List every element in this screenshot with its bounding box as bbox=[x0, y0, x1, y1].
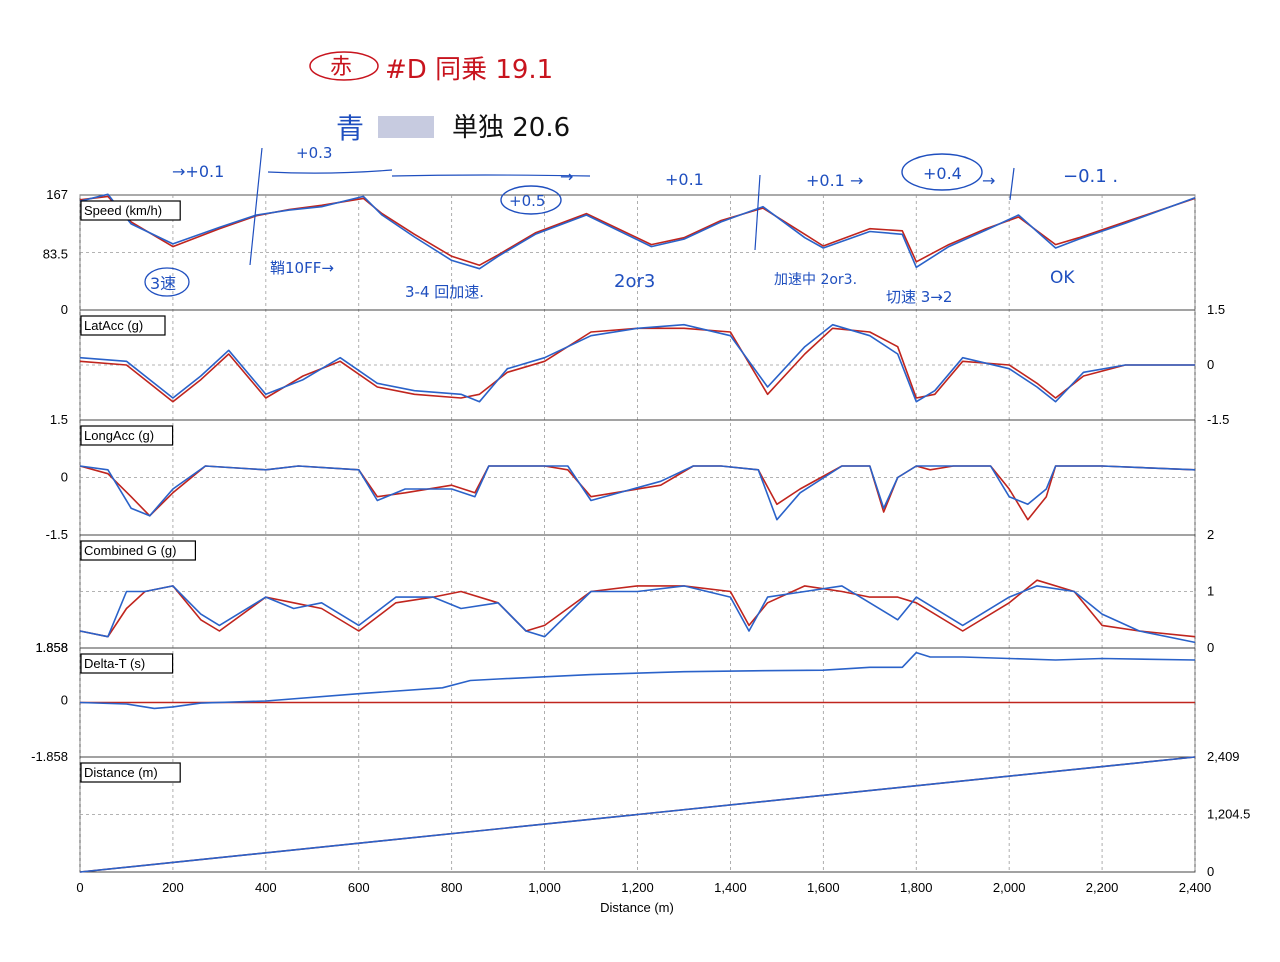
y-tick-label-right: -1.5 bbox=[1207, 412, 1229, 427]
note-2: 鞘10FF→ bbox=[270, 259, 334, 277]
blue-series-line bbox=[79, 756, 1196, 873]
panel-label: Distance (m) bbox=[84, 765, 158, 780]
delta-circle-4 bbox=[500, 185, 562, 215]
grid-layer bbox=[79, 194, 1196, 873]
blue-series-line bbox=[79, 585, 1196, 644]
blue-series-line bbox=[79, 193, 1196, 270]
y-tick-label-left: 1.858 bbox=[35, 640, 68, 655]
delta-label-4: +0.5 bbox=[509, 192, 545, 210]
panel-label-box bbox=[80, 315, 166, 336]
x-tick-label: 1,200 bbox=[621, 880, 654, 895]
delta-label-2: +0.3 bbox=[296, 144, 332, 162]
panel-label: Delta-T (s) bbox=[84, 656, 145, 671]
series-layer bbox=[79, 193, 1196, 873]
note-circle-1 bbox=[144, 267, 190, 297]
panel-label-box bbox=[80, 762, 181, 783]
x-tick-label: 600 bbox=[348, 880, 370, 895]
y-tick-label-left: 0 bbox=[61, 470, 68, 485]
x-tick-label: 1,800 bbox=[900, 880, 933, 895]
handwritten-annotations: 赤 #D 同乗 19.1 青 単独 20.6 →+0.1 +0.3 → +0.5… bbox=[144, 51, 1118, 306]
panel-label: Speed (km/h) bbox=[84, 203, 162, 218]
x-tick-label: 400 bbox=[255, 880, 277, 895]
x-tick-label: 2,400 bbox=[1179, 880, 1212, 895]
panel-label-layer: Speed (km/h) LatAcc (g) LongAcc (g) Combine… bbox=[80, 200, 197, 783]
y-tick-label-right: 1,204.5 bbox=[1207, 807, 1250, 822]
section-mark-1 bbox=[249, 147, 263, 266]
delta-label-9: −0.1 . bbox=[1063, 166, 1118, 187]
panel-label: LatAcc (g) bbox=[84, 318, 143, 333]
x-tick-label: 2,200 bbox=[1086, 880, 1119, 895]
delta-label-1: →+0.1 bbox=[172, 162, 224, 181]
y-tick-label-left: 1.5 bbox=[50, 412, 68, 427]
panel-label: LongAcc (g) bbox=[84, 428, 154, 443]
x-axis-title: Distance (m) bbox=[600, 900, 674, 915]
legend-red-tag: 赤 bbox=[330, 55, 352, 80]
legend-blue-text: 単独 20.6 bbox=[452, 113, 570, 143]
note-4: 2or3 bbox=[614, 271, 655, 292]
delta-label-5: +0.1 bbox=[665, 170, 704, 189]
x-tick-label: 200 bbox=[162, 880, 184, 895]
y-tick-label-left: 83.5 bbox=[43, 247, 68, 262]
y-tick-label-left: -1.5 bbox=[46, 527, 68, 542]
y-tick-label-left: -1.858 bbox=[31, 749, 68, 764]
y-tick-label-right: 0 bbox=[1207, 357, 1214, 372]
x-tick-label: 1,600 bbox=[807, 880, 840, 895]
x-tick-label: 0 bbox=[76, 880, 83, 895]
note-1: 3速 bbox=[150, 274, 176, 293]
y-tick-label-right: 0 bbox=[1207, 640, 1214, 655]
section-mark-3 bbox=[1009, 167, 1015, 201]
y-tick-label-right: 1 bbox=[1207, 584, 1214, 599]
red-series-line bbox=[79, 327, 1195, 403]
section-mark-2 bbox=[754, 174, 761, 251]
blue-series-line bbox=[79, 323, 1195, 403]
arrow-line-2 bbox=[391, 174, 591, 177]
note-5: 加速中 2or3. bbox=[774, 272, 857, 288]
delta-label-3: → bbox=[560, 167, 573, 186]
blue-series-line bbox=[79, 651, 1196, 710]
blue-series-line bbox=[79, 465, 1196, 521]
panel-label-box bbox=[80, 425, 174, 446]
note-3: 3-4 回加速. bbox=[405, 283, 484, 301]
y-tick-label-right: 0 bbox=[1207, 864, 1214, 879]
panel-label-box bbox=[80, 540, 197, 561]
legend-red-circle bbox=[309, 51, 379, 81]
x-tick-label: 2,000 bbox=[993, 880, 1026, 895]
y-tick-label-left: 167 bbox=[46, 187, 68, 202]
x-tick-label: 800 bbox=[441, 880, 463, 895]
legend-blue-tag: 青 bbox=[336, 112, 364, 145]
note-6: 切速 3→2 bbox=[886, 288, 952, 306]
redacted-name-box bbox=[378, 116, 434, 138]
legend-red-text: #D 同乗 19.1 bbox=[385, 55, 553, 85]
y-tick-label-right: 1.5 bbox=[1207, 302, 1225, 317]
note-7: OK bbox=[1050, 268, 1075, 288]
y-tick-label-right: 2 bbox=[1207, 527, 1214, 542]
y-tick-label-left: 0 bbox=[61, 302, 68, 317]
y-tick-label-left: 0 bbox=[61, 693, 68, 708]
red-series-line bbox=[79, 465, 1196, 521]
delta-label-7: +0.4 bbox=[923, 164, 962, 183]
red-series-line bbox=[79, 195, 1196, 266]
y-tick-label-right: 2,409 bbox=[1207, 749, 1240, 764]
panel-label-box bbox=[80, 200, 181, 221]
panel-label-box bbox=[80, 653, 174, 674]
x-tick-label: 1,000 bbox=[528, 880, 561, 895]
delta-circle-7 bbox=[901, 153, 983, 191]
x-tick-label: 1,400 bbox=[714, 880, 747, 895]
panel-label: Combined G (g) bbox=[84, 543, 176, 558]
y-tick-label-left: 1.858 bbox=[35, 640, 68, 655]
delta-label-6: +0.1 → bbox=[806, 171, 863, 190]
arrow-line-1 bbox=[267, 169, 393, 174]
tick-layer: 0 200 400 600 800 1,000 1,200 1,400 1,600 1,800 2,… bbox=[31, 187, 1250, 895]
delta-label-8: → bbox=[982, 171, 995, 190]
